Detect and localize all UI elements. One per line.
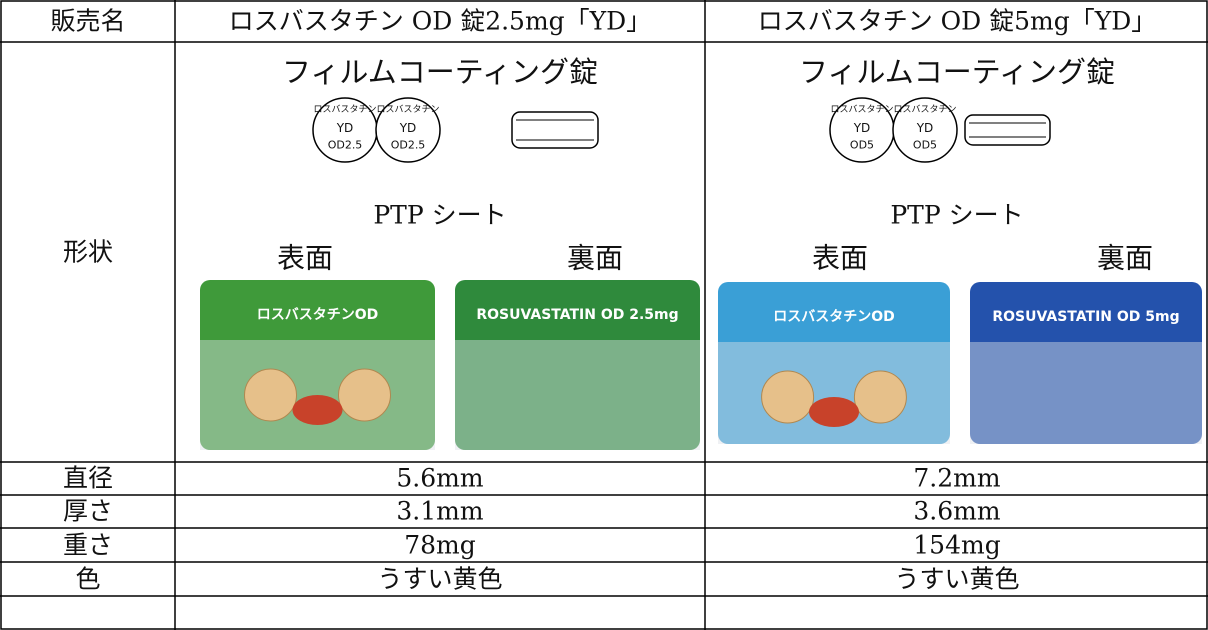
row-label: 厚さ bbox=[63, 497, 113, 526]
ptp-mark bbox=[292, 395, 343, 425]
cell: 154mg bbox=[913, 531, 1000, 560]
ptp-label: PTP シート bbox=[373, 201, 506, 230]
ptp-foil bbox=[455, 340, 700, 450]
product-name: ロスバスタチン OD 錠2.5mg「YD」 bbox=[229, 7, 651, 36]
sheet-text: ロスバスタチンOD bbox=[257, 307, 379, 323]
side-label: 表面 bbox=[277, 242, 333, 275]
imprint: ロスバスタチン bbox=[376, 104, 439, 115]
imprint: OD2.5 bbox=[328, 139, 363, 152]
ptp-label: PTP シート bbox=[890, 201, 1023, 230]
cell: 3.1mm bbox=[396, 497, 483, 526]
ptp-tablet bbox=[761, 370, 815, 424]
side-label: 裏面 bbox=[1097, 242, 1153, 275]
imprint: OD2.5 bbox=[391, 139, 426, 152]
cell: 78mg bbox=[404, 531, 476, 560]
imprint: OD5 bbox=[850, 139, 874, 152]
coating: フィルムコーティング錠 bbox=[282, 55, 598, 89]
tablet-face bbox=[892, 97, 958, 163]
imprint: ロスバスタチン bbox=[313, 104, 376, 115]
ptp-photo bbox=[455, 280, 700, 450]
cell: 7.2mm bbox=[913, 464, 1000, 493]
tablet-face bbox=[375, 97, 441, 163]
sheet-text: ROSUVASTATIN OD 5mg bbox=[992, 309, 1179, 325]
ptp-photo bbox=[970, 282, 1202, 444]
product-name: ロスバスタチン OD 錠5mg「YD」 bbox=[758, 7, 1157, 36]
imprint: ロスバスタチン bbox=[830, 104, 893, 115]
tablet-side bbox=[964, 114, 1051, 146]
imprint: YD bbox=[853, 121, 871, 135]
row-label: 色 bbox=[75, 565, 100, 594]
ptp-foil bbox=[718, 342, 950, 444]
ptp-tablet bbox=[244, 368, 297, 422]
row-label: 重さ bbox=[63, 531, 113, 560]
imprint: YD bbox=[336, 121, 354, 135]
imprint: YD bbox=[916, 121, 934, 135]
tablet-side bbox=[511, 111, 599, 149]
cell: 5.6mm bbox=[396, 464, 483, 493]
side-label: 表面 bbox=[812, 242, 868, 275]
cell: 3.6mm bbox=[913, 497, 1000, 526]
cell: うすい黄色 bbox=[377, 565, 502, 594]
imprint: ロスバスタチン bbox=[893, 104, 956, 115]
ptp-mark bbox=[809, 397, 859, 427]
ptp-tablet bbox=[338, 368, 391, 422]
sheet-text: ROSUVASTATIN OD 2.5mg bbox=[476, 307, 678, 323]
ptp-foil bbox=[970, 342, 1202, 444]
cell: うすい黄色 bbox=[894, 565, 1019, 594]
row-label: 形状 bbox=[63, 238, 113, 267]
imprint: YD bbox=[399, 121, 417, 135]
imprint: OD5 bbox=[913, 139, 937, 152]
row-label: 直径 bbox=[63, 464, 113, 493]
coating: フィルムコーティング錠 bbox=[799, 55, 1115, 89]
header-label: 販売名 bbox=[50, 7, 125, 36]
side-label: 裏面 bbox=[567, 242, 623, 275]
ptp-tablet bbox=[853, 370, 907, 424]
sheet-text: ロスバスタチンOD bbox=[773, 309, 895, 325]
